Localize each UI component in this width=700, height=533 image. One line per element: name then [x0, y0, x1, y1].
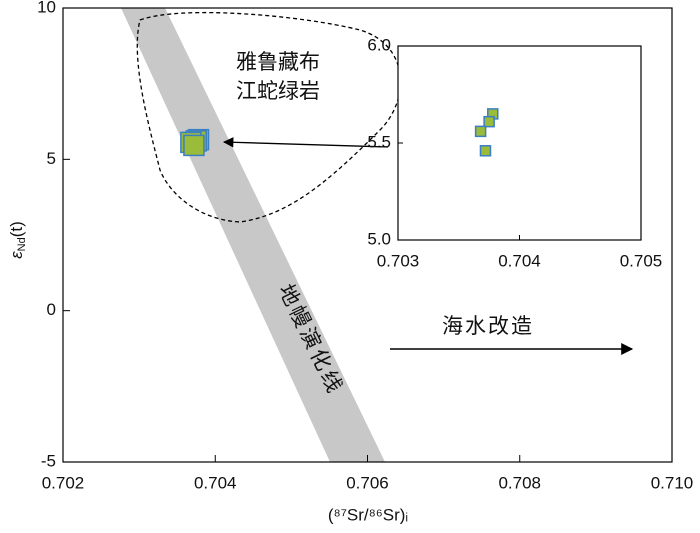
data-point [479, 145, 492, 157]
y-tick-label: 5.0 [367, 229, 391, 248]
x-tick-label: 0.704 [498, 251, 541, 270]
y-tick-label: -5 [41, 451, 56, 470]
ophiolite-field [136, 11, 402, 223]
y-tick-label: 5 [47, 149, 56, 168]
x-tick-label: 0.703 [377, 251, 420, 270]
inset-frame [397, 45, 642, 241]
y-axis-label: εNd(t) [7, 221, 27, 259]
x-tick-label: 0.706 [346, 473, 389, 492]
arrow [222, 137, 389, 148]
arrow-label: 海水改造 [442, 314, 534, 338]
data-point [483, 115, 495, 128]
mantle-band [121, 8, 385, 462]
field-label: 雅鲁藏布 [236, 50, 320, 74]
x-tick-label: 0.710 [651, 473, 694, 492]
x-tick-label: 0.708 [498, 473, 541, 492]
y-tick-label: 6.0 [367, 35, 391, 54]
data-point [183, 134, 205, 157]
data-point [474, 125, 487, 138]
y-label-suffix: (t) [7, 221, 26, 237]
y-tick-label: 10 [37, 0, 56, 16]
x-tick-label: 0.702 [42, 473, 85, 492]
y-label-subscript: Nd [16, 237, 28, 251]
x-axis-label: (⁸⁷Sr/⁸⁶Sr)ᵢ [328, 505, 408, 524]
x-tick-label: 0.705 [620, 251, 663, 270]
y-tick-label: 0 [47, 300, 56, 319]
y-label-symbol: ε [7, 251, 26, 259]
x-tick-label: 0.704 [194, 473, 237, 492]
y-tick-label: 5.5 [367, 132, 391, 151]
field-label: 江蛇绿岩 [236, 79, 320, 103]
